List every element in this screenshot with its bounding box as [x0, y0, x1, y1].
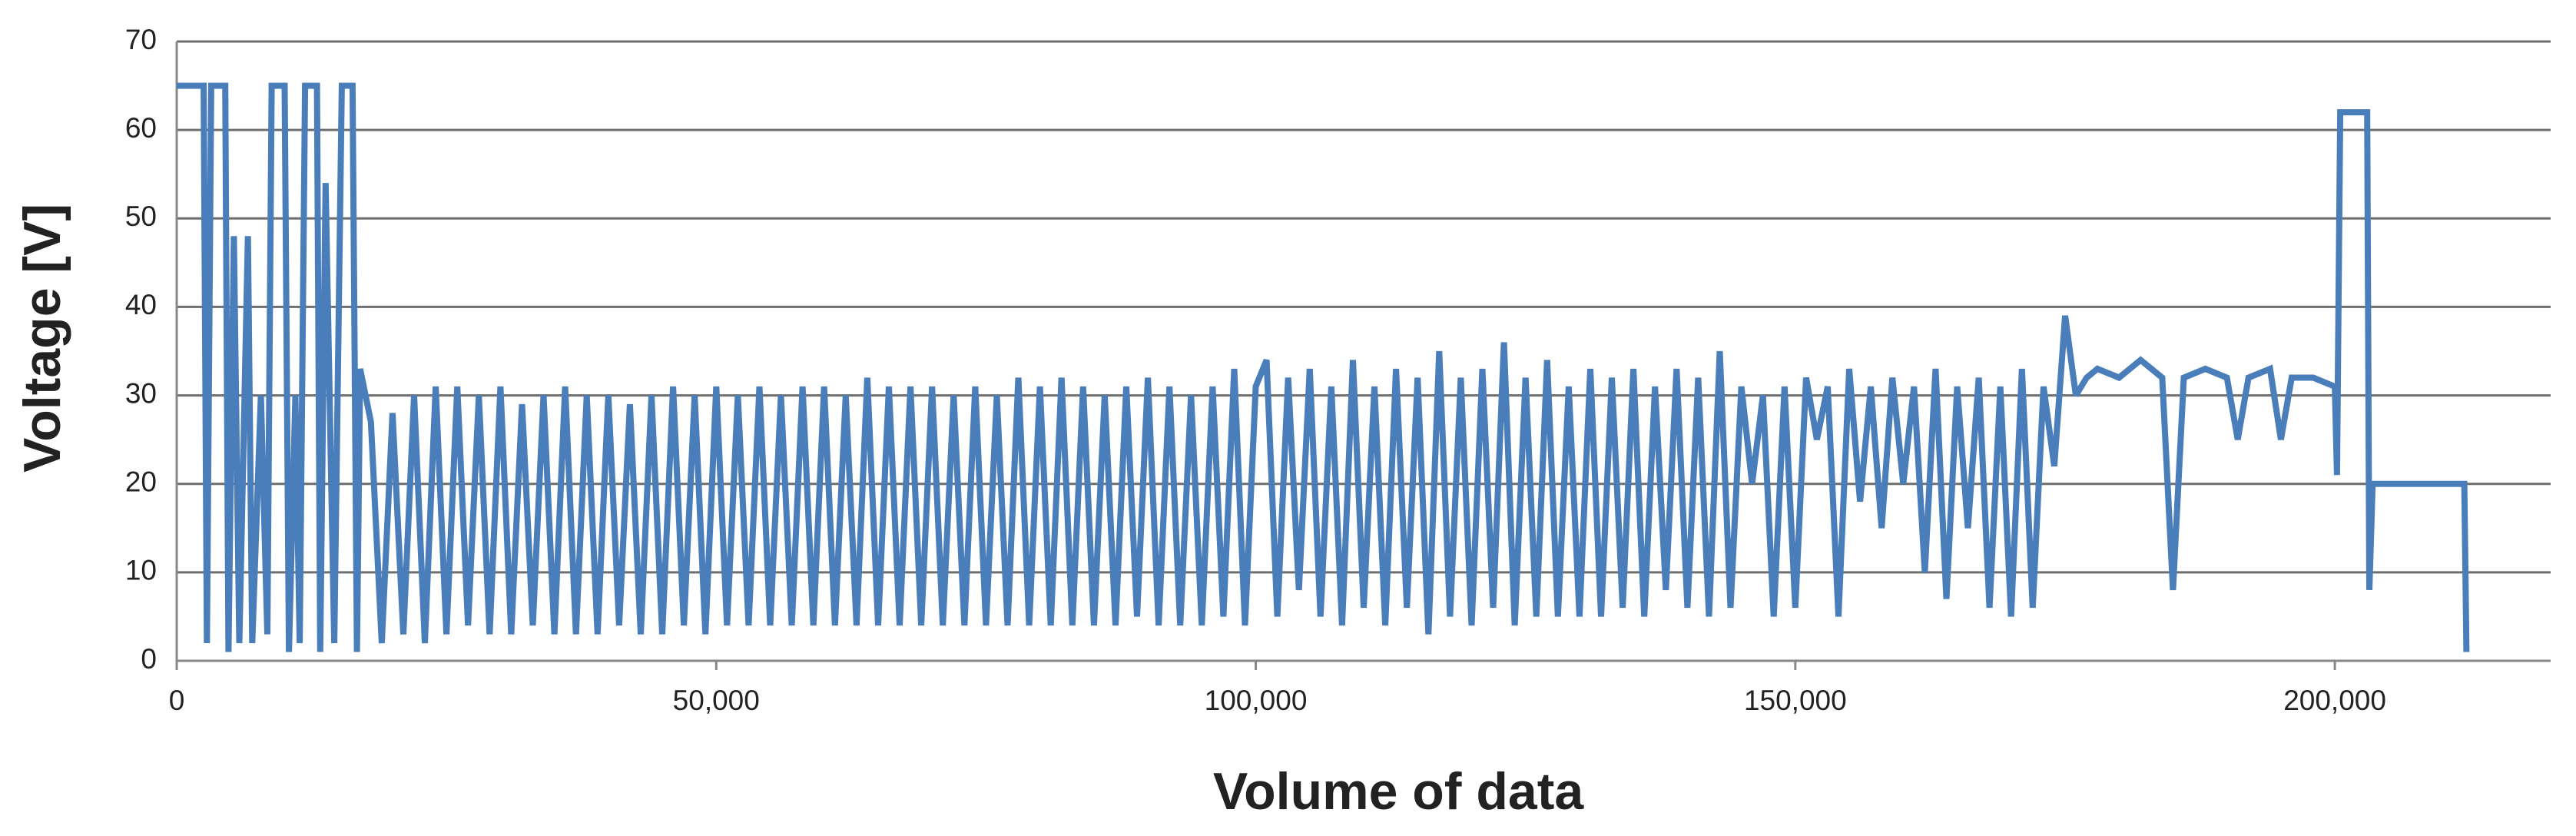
x-tick-label: 50,000	[673, 685, 760, 716]
x-tick-label: 100,000	[1205, 685, 1308, 716]
y-tick-label: 0	[141, 643, 157, 675]
x-axis-title: Volume of data	[1213, 762, 1585, 821]
y-axis-title: Voltage [V]	[13, 204, 71, 473]
y-tick-label: 50	[125, 201, 157, 232]
y-tick-label: 40	[125, 289, 157, 320]
y-tick-label: 10	[125, 555, 157, 586]
y-tick-label: 20	[125, 466, 157, 497]
y-tick-label: 70	[125, 24, 157, 55]
data-line	[177, 82, 2470, 652]
x-tick-label: 0	[169, 685, 185, 716]
x-tick-label: 200,000	[2283, 685, 2386, 716]
y-tick-label: 60	[125, 112, 157, 144]
x-tick-label: 150,000	[1744, 685, 1847, 716]
y-tick-label: 30	[125, 377, 157, 409]
